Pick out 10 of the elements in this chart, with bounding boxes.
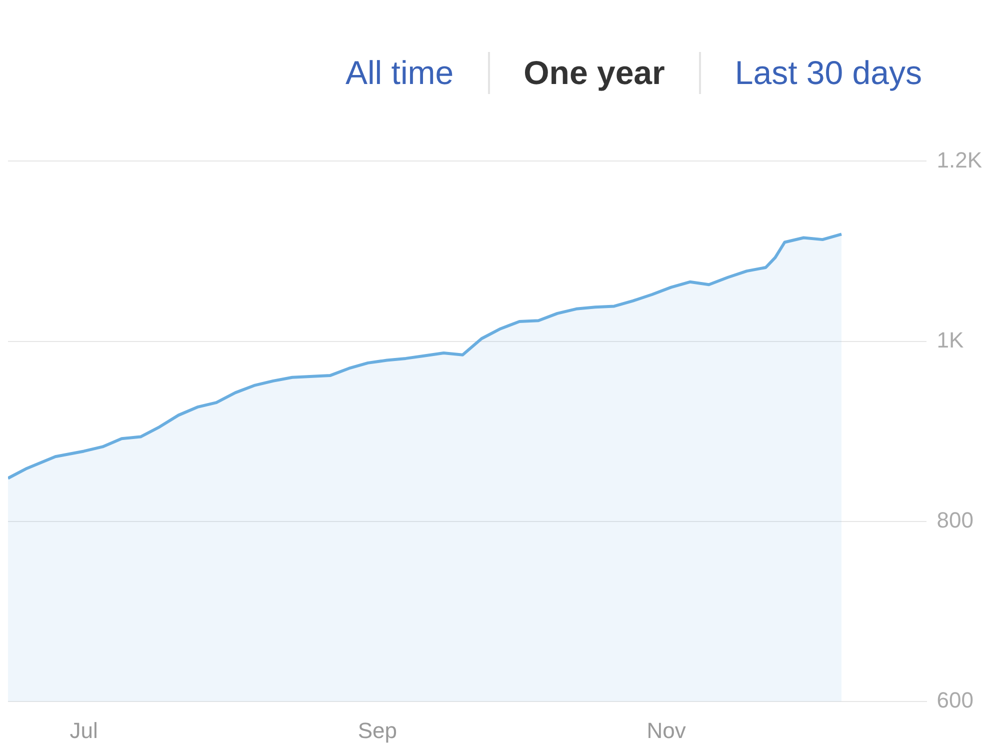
y-tick-label: 600 — [936, 688, 974, 713]
x-tick-label: Jul — [70, 718, 98, 743]
text: One year — [524, 54, 665, 92]
text: All time — [345, 54, 454, 92]
y-tick-label: 1K — [936, 327, 964, 352]
x-tick-label: Nov — [646, 718, 686, 743]
y-tick-label: 800 — [936, 508, 974, 533]
text: Last 30 days — [734, 54, 922, 92]
y-tick-label: 1.2K — [936, 147, 982, 172]
x-tick-label: Sep — [358, 718, 397, 743]
